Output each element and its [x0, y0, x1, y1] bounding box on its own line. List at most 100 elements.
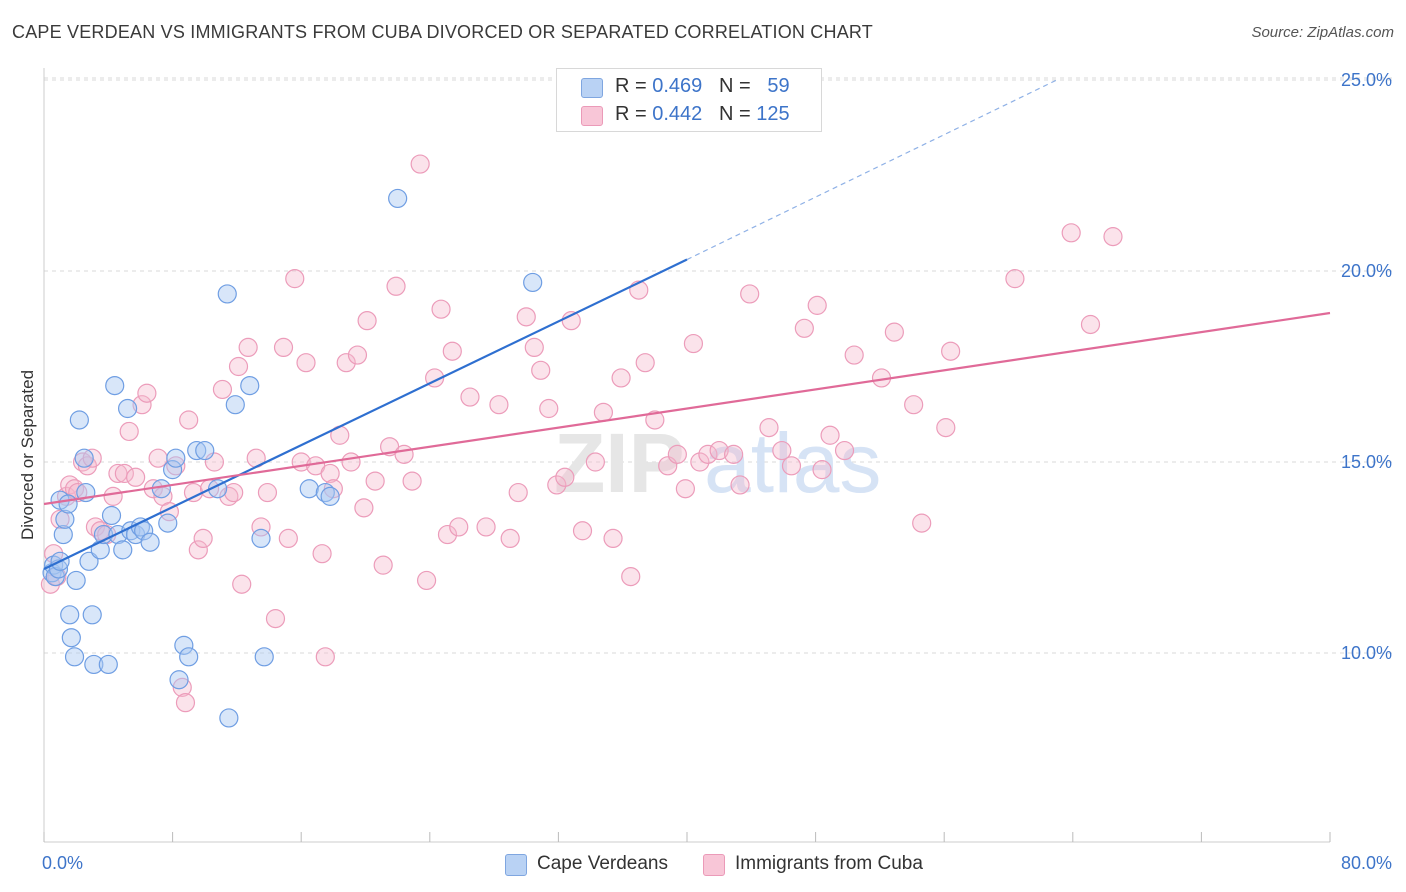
cuba-point — [212, 379, 233, 400]
legend-n-label: N = — [718, 103, 757, 125]
cape-verdean-point — [55, 509, 75, 529]
cape-verdean-point — [240, 376, 260, 396]
cuba-point — [516, 307, 536, 327]
cuba-point — [251, 517, 271, 537]
cuba-point — [175, 693, 196, 713]
cape-verdean-point — [169, 670, 189, 690]
cuba-point — [807, 295, 827, 315]
trend-line-cuba — [43, 311, 1331, 506]
cuba-point — [336, 353, 356, 373]
cuba-point — [603, 528, 623, 549]
legend-swatch-blue — [505, 854, 527, 876]
cuba-point — [296, 353, 316, 373]
cape-verdean-point — [79, 551, 99, 571]
cuba-point — [119, 421, 139, 442]
cuba-point — [1080, 314, 1101, 335]
cuba-point — [812, 460, 832, 480]
cuba-point — [781, 456, 802, 476]
cape-verdean-point — [69, 410, 89, 430]
cuba-point — [740, 284, 760, 304]
cape-verdean-point — [217, 284, 237, 304]
cape-verdean-point — [388, 188, 408, 209]
cuba-point — [347, 345, 368, 365]
cuba-point — [611, 368, 631, 388]
cuba-point — [50, 509, 70, 529]
legend-label: Cape Verdeans — [537, 853, 668, 874]
cuba-point — [794, 318, 814, 338]
cuba-point — [148, 448, 168, 468]
chart-title: CAPE VERDEAN VS IMMIGRANTS FROM CUBA DIV… — [12, 22, 873, 42]
y-tick-label-10: 10.0% — [1341, 643, 1392, 663]
cuba-point — [476, 517, 496, 537]
cuba-point — [834, 440, 855, 461]
cuba-point — [273, 337, 294, 357]
cape-verdean-point — [225, 395, 245, 415]
cape-verdean-point — [179, 647, 199, 667]
cape-verdean-point — [219, 708, 239, 728]
cuba-point — [585, 452, 605, 472]
cape-verdean-point — [151, 479, 171, 499]
cuba-point — [224, 482, 244, 503]
legend-r-value: 0.442 — [652, 103, 703, 125]
trend-lines — [43, 79, 1331, 570]
y-tick-label-20: 20.0% — [1341, 261, 1392, 281]
cuba-point — [265, 609, 286, 629]
cape-verdean-point — [53, 524, 73, 545]
cuba-point — [772, 440, 792, 461]
cape-verdean-point — [82, 605, 102, 625]
cuba-point — [730, 475, 750, 495]
legend-n-label: N = — [718, 75, 757, 97]
cuba-point — [449, 517, 469, 537]
cape-verdean-point — [174, 635, 194, 655]
cuba-point — [126, 467, 146, 487]
cape-verdean-point — [117, 398, 138, 419]
cuba-point — [489, 395, 509, 415]
cuba-point — [386, 276, 406, 296]
cuba-point — [524, 337, 544, 357]
cuba-point — [912, 513, 932, 533]
cuba-point — [635, 353, 655, 373]
cuba-point — [341, 452, 361, 472]
cuba-point — [572, 521, 593, 541]
cuba-point — [402, 471, 422, 491]
cuba-point — [1103, 227, 1123, 247]
cuba-point — [500, 528, 520, 549]
cape-verdean-point — [105, 376, 125, 396]
cape-verdean-point — [251, 528, 271, 549]
legend-stats: R = 0.469 N = 59 R = 0.442 N = 125 — [556, 68, 822, 132]
cuba-point — [884, 322, 904, 342]
cuba-point — [278, 528, 298, 549]
cape-verdean-point — [299, 479, 319, 499]
cuba-point — [365, 471, 385, 491]
cuba-point — [667, 444, 687, 464]
cape-verdean-point — [74, 448, 94, 468]
legend-swatch-pink — [703, 854, 725, 876]
cuba-point — [228, 356, 249, 377]
cuba-point — [137, 383, 157, 403]
y-tick-label-15: 15.0% — [1341, 452, 1392, 472]
cape-verdean-point — [66, 570, 86, 591]
cuba-point — [690, 452, 710, 472]
cape-verdean-point — [60, 605, 80, 625]
trend-line-cape-verdean — [43, 258, 688, 570]
cuba-point — [431, 299, 451, 319]
cuba-point — [82, 448, 102, 468]
cape-verdean-point — [195, 440, 215, 461]
cuba-point — [820, 425, 840, 445]
cuba-point — [724, 444, 744, 464]
cuba-point — [354, 498, 374, 518]
cuba-point — [621, 566, 641, 587]
cuba-point — [1061, 223, 1081, 243]
cuba-point — [257, 482, 278, 503]
legend-swatch-blue — [581, 78, 603, 98]
tick-labels: 10.0% 15.0% 20.0% 25.0% 0.0% 80.0% — [42, 70, 1392, 873]
cuba-point — [416, 570, 437, 591]
cuba-point — [238, 337, 258, 357]
cuba-point — [114, 463, 134, 484]
cuba-point — [410, 154, 430, 174]
cuba-point — [188, 540, 208, 560]
cuba-point — [941, 341, 961, 361]
cuba-point — [132, 395, 152, 415]
legend-r-label: R = — [615, 103, 653, 125]
